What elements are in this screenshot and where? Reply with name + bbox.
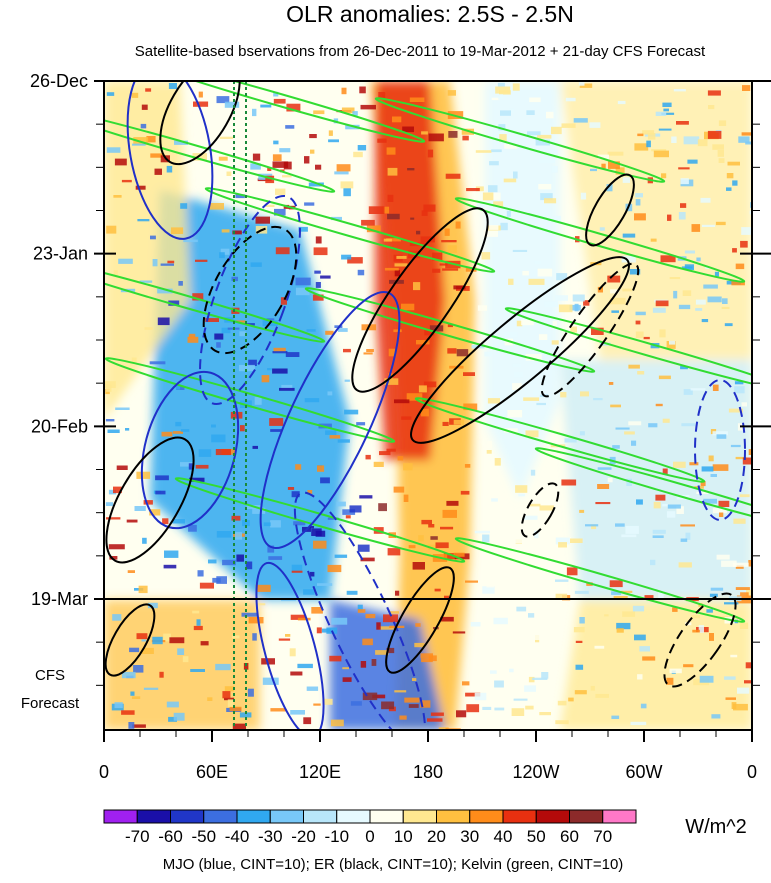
colorbar-swatch bbox=[203, 809, 238, 824]
axes bbox=[94, 80, 771, 742]
colorbar-label: 10 bbox=[394, 827, 413, 846]
x-tick-label: 120W bbox=[512, 762, 559, 782]
colorbar-label: 0 bbox=[365, 827, 374, 846]
colorbar-swatch bbox=[336, 809, 371, 824]
colorbar-label: 20 bbox=[427, 827, 446, 846]
chart-title: OLR anomalies: 2.5S - 2.5N bbox=[286, 1, 574, 27]
y-tick-label: 19-Mar bbox=[31, 589, 88, 609]
colorbar-label: 40 bbox=[494, 827, 513, 846]
colorbar-swatch bbox=[103, 809, 138, 824]
legend-footnote: MJO (blue, CINT=10); ER (black, CINT=10)… bbox=[163, 856, 624, 873]
colorbar: -70 -60 -50 -40 -30 -20 -10 0 10 20 30 40 50 60 70 bbox=[103, 809, 637, 846]
y-tick-label: 26-Dec bbox=[30, 71, 88, 91]
x-tick-label: 180 bbox=[413, 762, 443, 782]
forecast-label-line2: Forecast bbox=[21, 695, 80, 712]
x-tick-label: 60W bbox=[625, 762, 662, 782]
olr-anomaly-field bbox=[104, 81, 752, 730]
colorbar-swatch bbox=[436, 809, 471, 824]
colorbar-swatch bbox=[369, 809, 404, 824]
colorbar-swatch bbox=[236, 809, 271, 824]
colorbar-label: -10 bbox=[324, 827, 349, 846]
forecast-label-line1: CFS bbox=[35, 667, 65, 684]
chart-subtitle: Satellite-based bservations from 26-Dec-… bbox=[135, 43, 706, 60]
colorbar-swatch bbox=[535, 809, 570, 824]
colorbar-label: 70 bbox=[593, 827, 612, 846]
x-tick-label: 0 bbox=[747, 762, 757, 782]
x-axis-labels: 0 60E 120E 180 120W 60W 0 bbox=[99, 762, 757, 782]
colorbar-label: -50 bbox=[191, 827, 216, 846]
colorbar-swatch bbox=[269, 809, 304, 824]
colorbar-swatch bbox=[402, 809, 437, 824]
colorbar-swatch bbox=[602, 809, 637, 824]
colorbar-swatch bbox=[502, 809, 537, 824]
x-tick-label: 0 bbox=[99, 762, 109, 782]
colorbar-units: W/m^2 bbox=[685, 816, 747, 838]
colorbar-label: -40 bbox=[225, 827, 250, 846]
colorbar-label: -30 bbox=[258, 827, 283, 846]
colorbar-swatch bbox=[469, 809, 504, 824]
colorbar-label: 30 bbox=[460, 827, 479, 846]
y-tick-label: 20-Feb bbox=[31, 416, 88, 436]
y-tick-label: 23-Jan bbox=[33, 244, 88, 264]
colorbar-label: 60 bbox=[560, 827, 579, 846]
x-tick-label: 120E bbox=[299, 762, 341, 782]
colorbar-label: -60 bbox=[158, 827, 183, 846]
colorbar-label: 50 bbox=[527, 827, 546, 846]
x-tick-label: 60E bbox=[196, 762, 228, 782]
colorbar-swatch bbox=[303, 809, 338, 824]
wave-filtered-contours bbox=[104, 81, 752, 730]
colorbar-swatch bbox=[170, 809, 205, 824]
mjo-reference-lines bbox=[233, 81, 247, 730]
y-axis-labels: 26-Dec 23-Jan 20-Feb 19-Mar bbox=[30, 71, 88, 609]
colorbar-swatch bbox=[569, 809, 604, 824]
colorbar-label: -20 bbox=[291, 827, 316, 846]
colorbar-label: -70 bbox=[125, 827, 150, 846]
colorbar-swatch bbox=[136, 809, 171, 824]
